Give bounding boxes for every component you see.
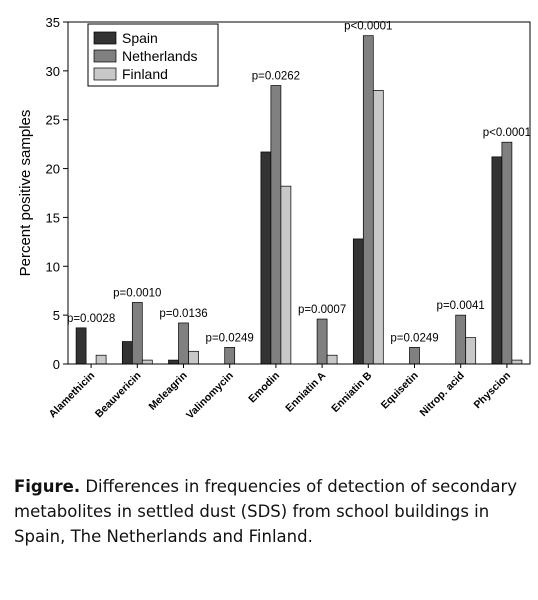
y-tick-label: 15 (46, 210, 60, 225)
caption: Figure. Differences in frequencies of de… (14, 474, 524, 549)
annotation: p=0.0136 (159, 308, 207, 320)
bar (511, 359, 523, 365)
bar (75, 327, 87, 365)
legend-label: Netherlands (122, 48, 198, 64)
x-tick-label: Nitrop. acid (417, 370, 466, 419)
bar (372, 90, 384, 365)
bar (465, 337, 477, 365)
y-tick-label: 30 (46, 64, 60, 79)
annotation: p=0.0249 (206, 332, 254, 344)
legend-swatch (93, 67, 117, 81)
bar (491, 156, 503, 365)
bar (455, 314, 467, 365)
bar (178, 322, 189, 365)
y-tick-label: 20 (46, 162, 60, 177)
bar (326, 354, 338, 365)
x-tick-label: Alamethicin (47, 370, 98, 421)
x-tick-label: Emodin (246, 370, 282, 406)
x-tick-label: Enniatin A (283, 369, 328, 414)
x-tick-label: Equisetin (379, 370, 421, 412)
bar (501, 141, 513, 365)
bar (270, 85, 282, 365)
y-tick-label: 35 (46, 15, 60, 30)
bar (260, 151, 272, 365)
annotation: p=0.0007 (298, 304, 346, 316)
y-tick-label: 10 (46, 259, 60, 274)
bar (280, 185, 292, 365)
legend-label: Spain (122, 30, 158, 46)
bar (131, 302, 143, 365)
bar (168, 359, 179, 365)
x-tick-label: Meleagrin (146, 370, 189, 413)
annotation: p=0.0249 (390, 332, 438, 344)
annotation: p=0.0041 (437, 300, 485, 312)
annotation: p<0.0001 (344, 21, 392, 33)
bar (188, 350, 199, 365)
annotation: p=0.0010 (113, 287, 161, 299)
plot-frame (67, 21, 531, 365)
y-tick-label: 0 (53, 357, 60, 372)
bar (121, 341, 133, 365)
legend-swatch (93, 31, 117, 45)
bar (95, 354, 107, 365)
chart: Percent positive samples 0 5 10 15 20 25 30 35 p… (17, 15, 531, 422)
x-tick-label: Valinomycin (184, 370, 236, 422)
x-tick-label: Beauvericin (93, 370, 144, 421)
y-tick-label: 25 (46, 113, 60, 128)
annotation: p=0.0028 (67, 313, 115, 325)
x-tick-label: Enniatin B (329, 369, 374, 414)
caption-label: Figure. (14, 477, 81, 496)
bar (352, 238, 364, 365)
bar (141, 359, 153, 365)
legend-swatch (93, 49, 117, 63)
y-axis-label: Percent positive samples (17, 110, 34, 277)
caption-text: Differences in frequencies of detection … (14, 477, 518, 546)
legend-label: Finland (122, 66, 168, 82)
annotation: p=0.0262 (252, 71, 300, 83)
y-tick-label: 5 (53, 308, 60, 323)
bar (316, 318, 328, 365)
bar (224, 347, 236, 365)
x-tick-label: Physcion (472, 370, 513, 411)
bar (409, 347, 420, 365)
bar (362, 35, 374, 365)
annotation: p<0.0001 (483, 127, 531, 139)
